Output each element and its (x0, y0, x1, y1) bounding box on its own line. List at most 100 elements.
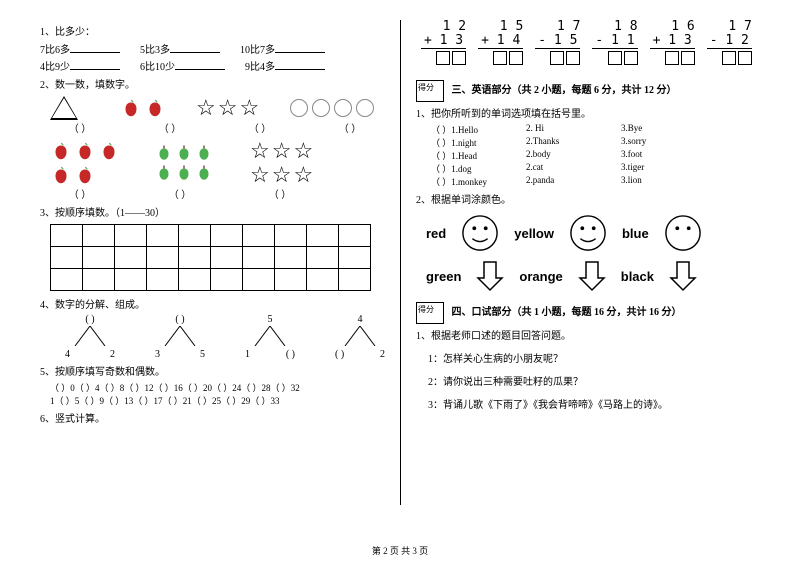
triangle-group (50, 96, 90, 120)
star-icon: ☆ (196, 97, 216, 119)
decomp-row: ( )42 ( )35 51( ) 4( )2 (65, 314, 385, 360)
apple-icon (195, 144, 213, 162)
apple-icon (50, 164, 72, 186)
q1-r1-c: 10比7多 (240, 45, 275, 56)
color-orange: orange (519, 269, 562, 284)
blank (70, 60, 120, 70)
face-icon (569, 214, 607, 252)
sec4-header: 得分 四、口试部分（共 1 小题，每题 16 分，共计 16 分） (416, 302, 760, 324)
calc-item: 1 5+ 1 4 (478, 20, 523, 65)
eng-row: （ ）1.Hello2. Hi3.Bye (431, 123, 760, 136)
arrows-row: green orange black (426, 260, 760, 292)
q1-r1-b: 5比3多 (140, 45, 170, 56)
sec3-header: 得分 三、英语部分（共 2 小题，每题 6 分，共计 12 分） (416, 80, 760, 102)
paren-row-2: （ ）（ ）（ ） (50, 186, 385, 201)
calc-item: 1 6+ 1 3 (650, 20, 695, 65)
color-yellow: yellow (514, 226, 554, 241)
q1-title: 1、比多少： (40, 23, 385, 38)
apple-icon (50, 140, 72, 162)
apple-icon (195, 164, 213, 182)
calc-item: 1 7- 1 2 (707, 20, 752, 65)
color-blue: blue (622, 226, 649, 241)
eng-row: （ ）1.dog2.cat3.tiger (431, 162, 760, 175)
q1-r2-b: 6比10少 (140, 62, 175, 73)
blank (175, 60, 225, 70)
sec4-sub1: 1、根据老师口述的题目回答问题。 (416, 327, 760, 342)
blank (275, 43, 325, 53)
calc-row: 1 2+ 1 3 1 5+ 1 4 1 7- 1 5 1 8- 1 1 1 6+… (421, 20, 760, 65)
apple-icon (144, 97, 166, 119)
calc-item: 1 7- 1 5 (535, 20, 580, 65)
blank (170, 43, 220, 53)
star-group-6: ☆☆☆☆☆☆ (250, 140, 322, 186)
circle-icon (356, 99, 374, 117)
paren: （ ） (250, 186, 310, 201)
sec4-item1: 1：怎样关心生病的小朋友呢？ (428, 350, 760, 365)
q2-title: 2、数一数，填数字。 (40, 76, 385, 91)
star-icon: ☆ (293, 164, 313, 186)
left-column: 1、比多少： 7比6多 5比3多 10比7多 4比9少 6比10少 9比4多 2… (40, 20, 400, 505)
q6-title: 6、竖式计算。 (40, 410, 385, 425)
eng-row: （ ）1.monkey2.panda3.lion (431, 175, 760, 188)
q3-title: 3、按顺序填数。（1——30） (40, 204, 385, 219)
apple-icon (74, 140, 96, 162)
answer-box (624, 51, 638, 65)
q5-title: 5、按顺序填写奇数和偶数。 (40, 363, 385, 378)
apple-icon (175, 144, 193, 162)
arrow-icon (669, 260, 697, 292)
color-green: green (426, 269, 461, 284)
eng-row: （ ）1.night2.Thanks3.sorry (431, 136, 760, 149)
sec3-sub2: 2、根据单词涂颜色。 (416, 191, 760, 206)
star-icon: ☆ (239, 97, 259, 119)
q4-title: 4、数字的分解、组成。 (40, 296, 385, 311)
apple-icon (155, 164, 173, 182)
face-icon (461, 214, 499, 252)
paren: （ ） (50, 120, 110, 135)
triangle-icon (50, 96, 78, 120)
apple-group-red (120, 97, 166, 119)
apple-icon (155, 144, 173, 162)
star-icon: ☆ (272, 140, 292, 162)
apple-group-green (155, 144, 220, 182)
q1-row1: 7比6多 5比3多 10比7多 (40, 41, 385, 56)
faces-row: red yellow blue (426, 214, 760, 252)
apple-icon (98, 140, 120, 162)
arrow-icon (578, 260, 606, 292)
q5-seq1: （ ）0（ ）4（ ）8（ ）12（ ）16（ ）20（ ）24（ ）28（ ）… (50, 381, 385, 394)
shape-row-2: ☆☆☆☆☆☆ (50, 140, 385, 186)
sec3-title: 三、英语部分（共 2 小题，每题 6 分，共计 12 分） (452, 85, 677, 96)
answer-box (452, 51, 466, 65)
sec4-item3: 3：背诵儿歌《下雨了》《我会背啼啼》《马路上的诗》。 (428, 396, 760, 411)
page: 1、比多少： 7比6多 5比3多 10比7多 4比9少 6比10少 9比4多 2… (0, 0, 800, 525)
shape-row-1: ☆☆☆ (50, 96, 385, 120)
q1-r2-a: 4比9少 (40, 62, 70, 73)
decomp-item: ( )42 (65, 314, 115, 360)
eng-row: （ ）1.Head2.body3.foot (431, 149, 760, 162)
right-column: 1 2+ 1 3 1 5+ 1 4 1 7- 1 5 1 8- 1 1 1 6+… (400, 20, 760, 505)
star-group: ☆☆☆ (196, 97, 259, 119)
number-grid (50, 224, 371, 291)
q5-seq2: 1（ ）5（ ）9（ ）13（ ）17（ ）21（ ）25（ ）29（ ）33 (50, 394, 385, 407)
paren-row-1: （ ）（ ）（ ）（ ） (50, 120, 385, 135)
paren: （ ） (320, 120, 380, 135)
page-footer: 第 2 页 共 3 页 (0, 544, 800, 557)
answer-box (738, 51, 752, 65)
apple-icon (175, 164, 193, 182)
score-box: 得分 (416, 302, 444, 324)
calc-item: 1 8- 1 1 (592, 20, 637, 65)
answer-box (722, 51, 736, 65)
decomp-item: 51( ) (245, 314, 295, 360)
paren: （ ） (230, 120, 290, 135)
decomp-item: ( )35 (155, 314, 205, 360)
apple-group-red5 (50, 140, 125, 186)
arrow-icon (476, 260, 504, 292)
circle-icon (334, 99, 352, 117)
face-icon (664, 214, 702, 252)
color-black: black (621, 269, 654, 284)
answer-box (608, 51, 622, 65)
answer-box (436, 51, 450, 65)
answer-box (665, 51, 679, 65)
star-icon: ☆ (250, 140, 270, 162)
q1-row2: 4比9少 6比10少 9比4多 (40, 58, 385, 73)
apple-icon (120, 97, 142, 119)
